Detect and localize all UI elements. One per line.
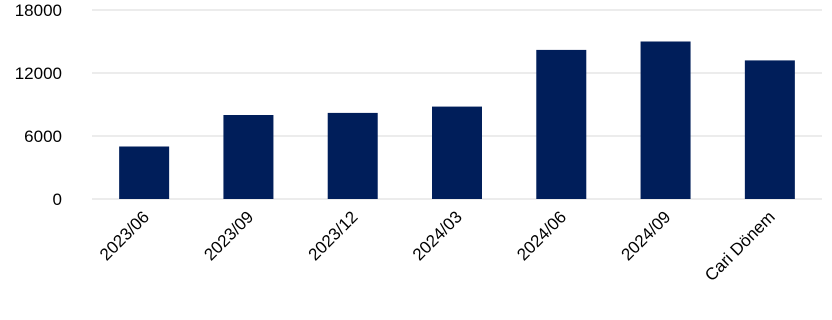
bar [119, 146, 170, 199]
x-category-label: 2023/12 [305, 207, 362, 264]
y-axis-tick-labels: 0 6000 12000 18000 [15, 1, 62, 209]
y-tick-label: 18000 [15, 1, 62, 20]
x-axis-category-labels: 2023/06 2023/09 2023/12 2024/03 2024/06 2024/… [96, 207, 779, 285]
x-category-label: 2024/06 [513, 207, 570, 264]
x-category-label: 2023/06 [96, 207, 153, 264]
bar [327, 112, 378, 199]
bar [640, 41, 691, 199]
bar [744, 60, 795, 200]
x-category-label: Cari Dönem [701, 207, 779, 285]
bar [432, 106, 482, 199]
x-category-label: 2023/09 [200, 207, 257, 264]
x-category-label: 2024/09 [618, 207, 675, 264]
y-tick-label: 0 [53, 190, 62, 209]
y-tick-label: 12000 [15, 64, 62, 83]
bars [119, 41, 795, 200]
y-tick-label: 6000 [24, 127, 62, 146]
bar [223, 115, 274, 199]
bar [536, 49, 587, 200]
x-category-label: 2024/03 [409, 207, 466, 264]
